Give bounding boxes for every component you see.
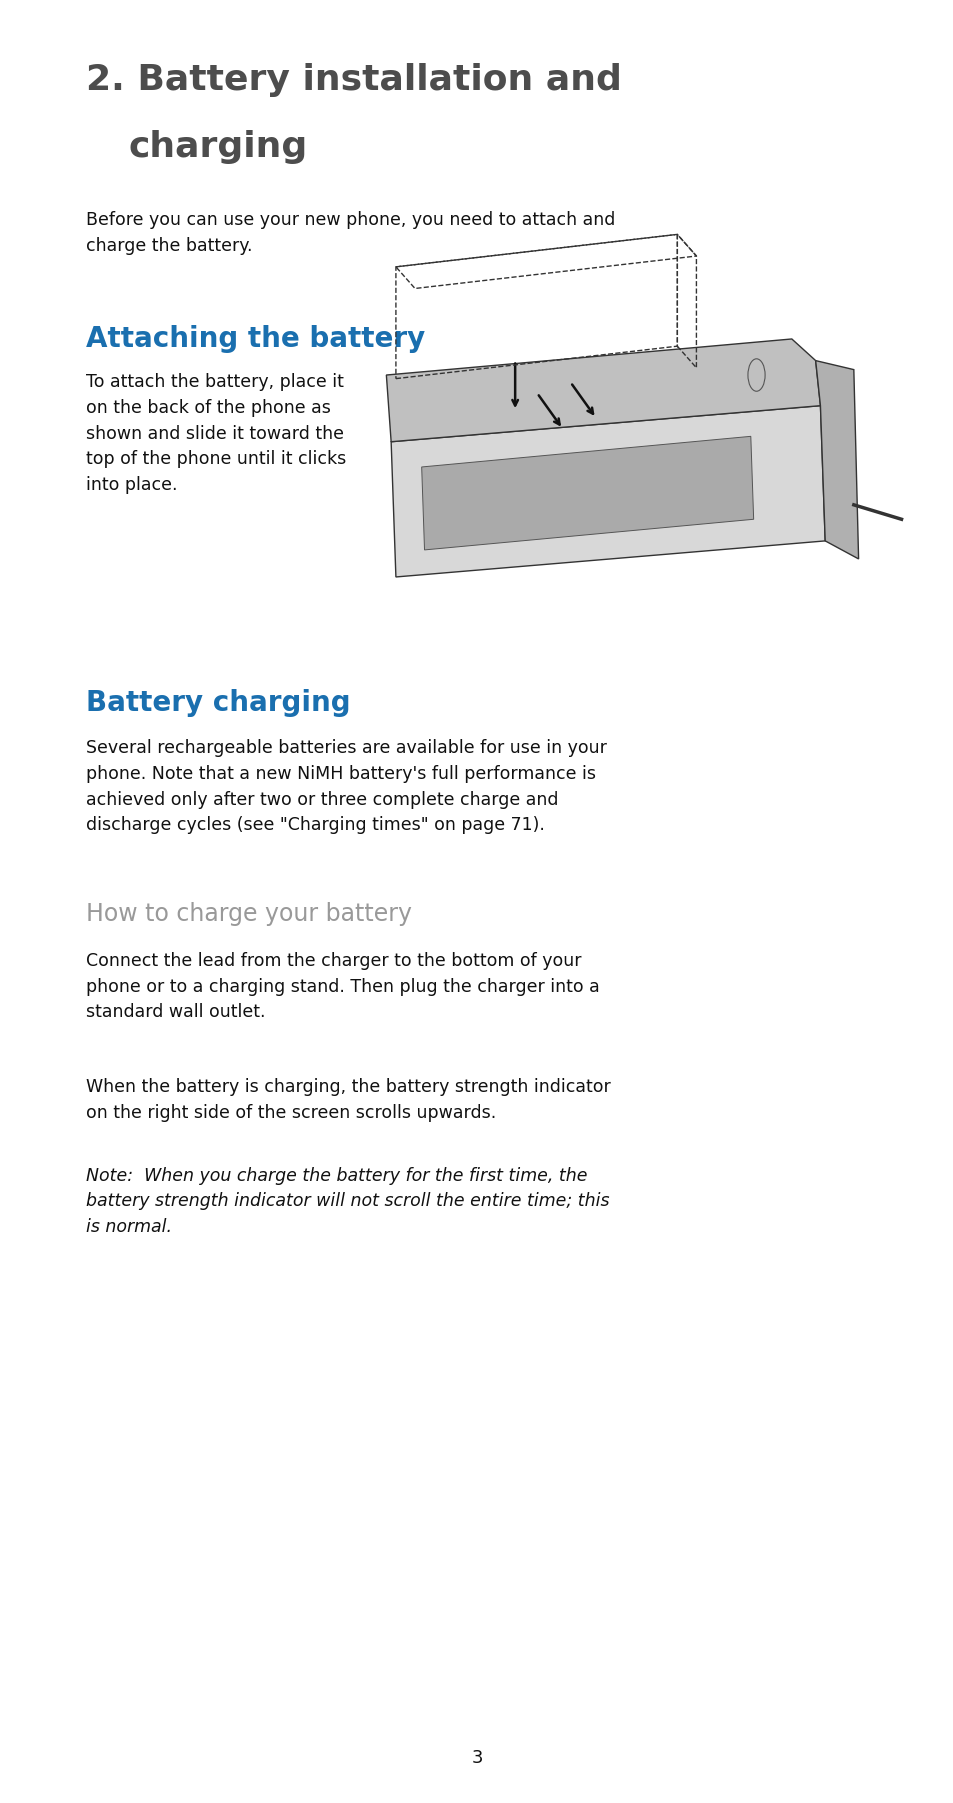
Text: Battery charging: Battery charging <box>86 689 350 718</box>
Text: charging: charging <box>129 130 308 164</box>
Text: Note:  When you charge the battery for the first time, the
battery strength indi: Note: When you charge the battery for th… <box>86 1167 609 1235</box>
Text: How to charge your battery: How to charge your battery <box>86 902 412 925</box>
Text: Several rechargeable batteries are available for use in your
phone. Note that a : Several rechargeable batteries are avail… <box>86 739 606 835</box>
Text: 2. Battery installation and: 2. Battery installation and <box>86 63 621 97</box>
Polygon shape <box>815 361 858 559</box>
Text: Connect the lead from the charger to the bottom of your
phone or to a charging s: Connect the lead from the charger to the… <box>86 952 599 1020</box>
Text: Attaching the battery: Attaching the battery <box>86 325 425 353</box>
Text: 3: 3 <box>471 1749 482 1767</box>
Polygon shape <box>391 406 824 577</box>
Polygon shape <box>386 339 820 442</box>
Polygon shape <box>421 436 753 550</box>
Text: When the battery is charging, the battery strength indicator
on the right side o: When the battery is charging, the batter… <box>86 1078 610 1121</box>
Text: To attach the battery, place it
on the back of the phone as
shown and slide it t: To attach the battery, place it on the b… <box>86 373 346 494</box>
Text: Before you can use your new phone, you need to attach and
charge the battery.: Before you can use your new phone, you n… <box>86 211 615 254</box>
